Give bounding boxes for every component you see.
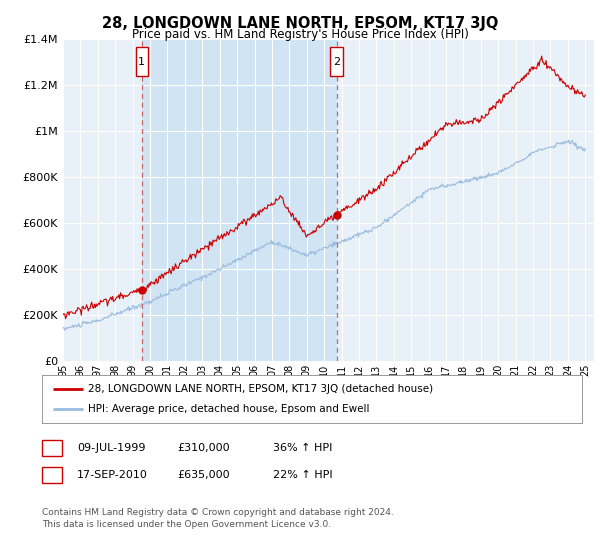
Text: 22% ↑ HPI: 22% ↑ HPI — [273, 470, 332, 480]
Text: Price paid vs. HM Land Registry's House Price Index (HPI): Price paid vs. HM Land Registry's House … — [131, 28, 469, 41]
Text: Contains HM Land Registry data © Crown copyright and database right 2024.
This d: Contains HM Land Registry data © Crown c… — [42, 508, 394, 529]
Text: 2: 2 — [333, 57, 340, 67]
FancyBboxPatch shape — [136, 47, 148, 76]
FancyBboxPatch shape — [331, 47, 343, 76]
Text: 28, LONGDOWN LANE NORTH, EPSOM, KT17 3JQ (detached house): 28, LONGDOWN LANE NORTH, EPSOM, KT17 3JQ… — [88, 384, 433, 394]
Text: 17-SEP-2010: 17-SEP-2010 — [77, 470, 148, 480]
Text: £635,000: £635,000 — [177, 470, 230, 480]
Text: £310,000: £310,000 — [177, 443, 230, 453]
Text: 36% ↑ HPI: 36% ↑ HPI — [273, 443, 332, 453]
Text: 28, LONGDOWN LANE NORTH, EPSOM, KT17 3JQ: 28, LONGDOWN LANE NORTH, EPSOM, KT17 3JQ — [102, 16, 498, 31]
Text: 2: 2 — [49, 470, 56, 480]
Text: 1: 1 — [49, 443, 56, 453]
Text: 1: 1 — [138, 57, 145, 67]
Text: 09-JUL-1999: 09-JUL-1999 — [77, 443, 145, 453]
Text: HPI: Average price, detached house, Epsom and Ewell: HPI: Average price, detached house, Epso… — [88, 404, 370, 414]
Bar — [142, 39, 337, 361]
